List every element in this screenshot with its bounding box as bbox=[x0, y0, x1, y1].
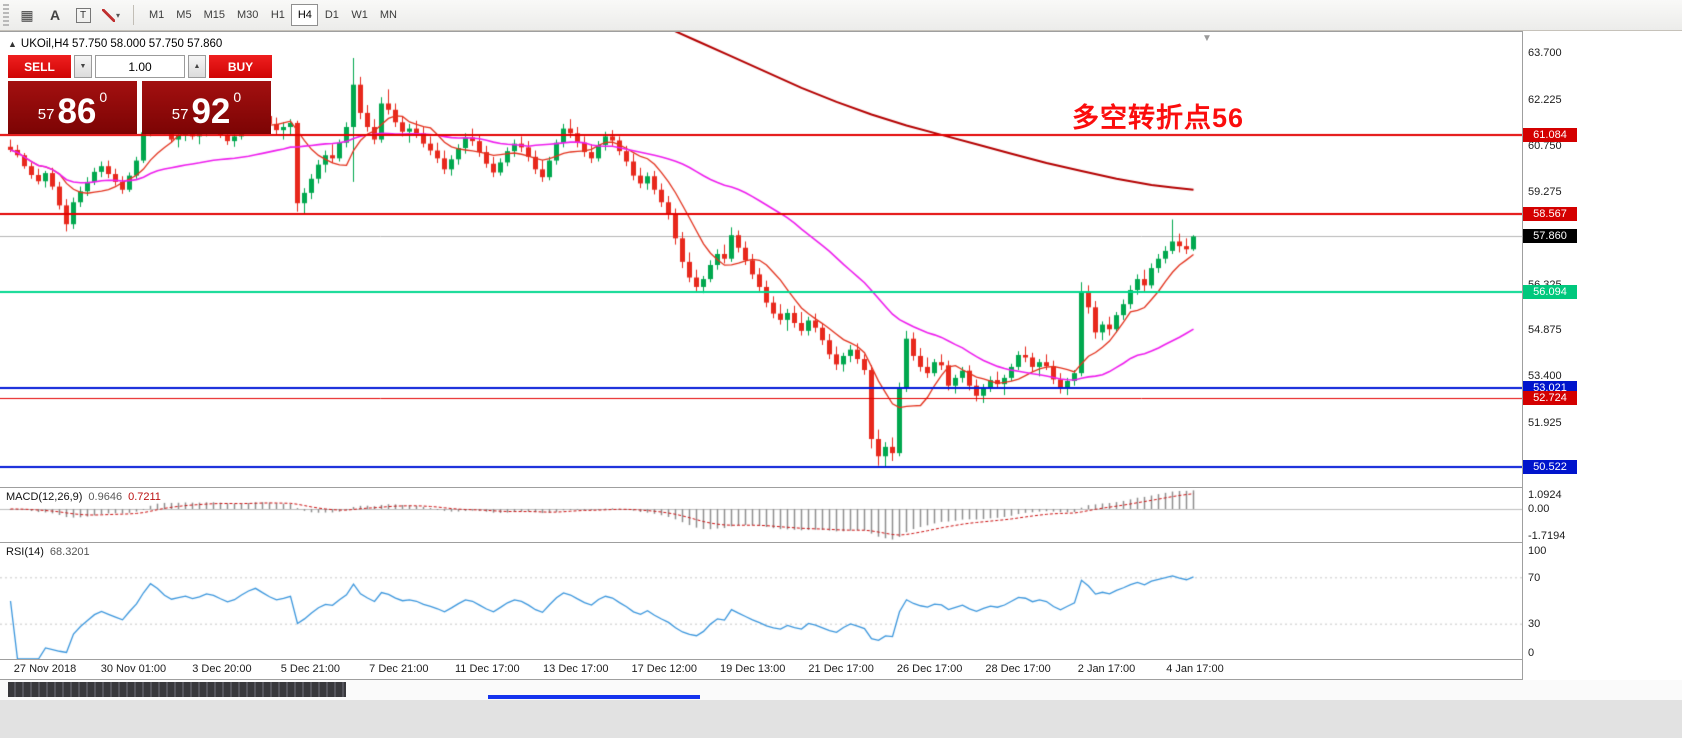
macd-signal-value: 0.7211 bbox=[128, 491, 161, 503]
price-tag-61.084: 61.084 bbox=[1523, 128, 1577, 143]
time-axis-label: 27 Nov 2018 bbox=[13, 663, 77, 675]
price-axis-label: 51.925 bbox=[1528, 416, 1562, 429]
time-axis-label: 3 Dec 20:00 bbox=[192, 663, 252, 675]
rsi-scale-label: 30 bbox=[1528, 618, 1541, 631]
rsi-label: RSI(14) 68.3201 bbox=[6, 546, 90, 558]
rsi-title: RSI(14) bbox=[6, 546, 44, 558]
macd-title: MACD(12,26,9) bbox=[6, 491, 83, 503]
collapse-icon[interactable]: ▲ bbox=[8, 39, 17, 49]
window-bottom-border bbox=[0, 679, 1682, 680]
chart-shift-marker[interactable]: ▼ bbox=[1202, 33, 1212, 44]
volume-up-button[interactable]: ▲ bbox=[188, 55, 206, 78]
macd-canvas[interactable] bbox=[0, 488, 1522, 542]
toolbar-separator bbox=[133, 5, 134, 25]
toolbar-gripper[interactable] bbox=[3, 4, 9, 26]
timeframe-button-w1[interactable]: W1 bbox=[351, 9, 368, 21]
sell-price-integer: 57 bbox=[37, 106, 55, 123]
text-frame-glyph: T bbox=[75, 7, 91, 23]
rsi-scale-label: 0 bbox=[1528, 647, 1535, 659]
price-scale[interactable]: 63.70062.22560.75059.27556.32554.87553.4… bbox=[1522, 31, 1682, 680]
price-tag-56.094: 56.094 bbox=[1523, 284, 1577, 299]
price-axis-label: 60.750 bbox=[1528, 139, 1562, 152]
bottom-filler bbox=[0, 700, 1682, 738]
time-axis-label: 2 Jan 17:00 bbox=[1077, 663, 1136, 675]
pane-border bbox=[0, 31, 1682, 32]
buy-price-pips: 92 bbox=[191, 92, 231, 132]
time-axis-label: 28 Dec 17:00 bbox=[985, 663, 1051, 675]
current-price-tag: 57.860 bbox=[1523, 229, 1577, 244]
time-axis-label: 4 Jan 17:00 bbox=[1166, 663, 1224, 675]
timeframe-button-m5[interactable]: M5 bbox=[176, 9, 192, 21]
macd-label: MACD(12,26,9) 0.9646 0.7211 bbox=[6, 491, 161, 503]
timeframe-group: M1 M5 M15 M30 H1 H4 D1 W1 MN bbox=[143, 4, 403, 26]
sell-button[interactable]: SELL bbox=[8, 55, 71, 78]
timeframe-button-m30[interactable]: M30 bbox=[236, 9, 259, 21]
timeframe-button-d1[interactable]: D1 bbox=[324, 9, 339, 21]
time-axis-label: 21 Dec 17:00 bbox=[808, 663, 874, 675]
text-frame-tool-icon[interactable]: T bbox=[70, 4, 96, 27]
timeframe-button-h4[interactable]: H4 bbox=[291, 4, 319, 26]
time-axis-label: 7 Dec 21:00 bbox=[369, 663, 429, 675]
rsi-value: 68.3201 bbox=[49, 546, 90, 558]
highlight-bar bbox=[488, 695, 700, 699]
trendline-icon bbox=[101, 8, 115, 22]
sell-price-point: 0 bbox=[99, 89, 108, 105]
one-click-trading-panel: SELL ▼ 1.00 ▲ BUY 57 86 0 57 92 0 bbox=[8, 55, 272, 134]
sell-quote-box[interactable]: 57 86 0 bbox=[8, 81, 137, 134]
toolbar: ▦ A T ▾ M1 M5 M15 M30 H1 H4 D1 W1 MN bbox=[0, 0, 1682, 31]
buy-button[interactable]: BUY bbox=[209, 55, 272, 78]
buy-price-integer: 57 bbox=[171, 106, 189, 123]
price-axis-label: 63.700 bbox=[1528, 47, 1562, 60]
rsi-scale-label: 100 bbox=[1528, 545, 1547, 557]
time-axis-label: 17 Dec 12:00 bbox=[631, 663, 697, 675]
volume-input[interactable]: 1.00 bbox=[95, 55, 185, 78]
price-axis-label: 62.225 bbox=[1528, 93, 1562, 106]
grid-tool-icon[interactable]: ▦ bbox=[20, 6, 34, 23]
dropdown-caret-icon: ▾ bbox=[115, 10, 120, 20]
macd-pane-separator[interactable] bbox=[0, 487, 1682, 488]
time-axis-label: 30 Nov 01:00 bbox=[100, 663, 167, 675]
symbol-info: ▲ UKOil,H4 57.750 58.000 57.750 57.860 bbox=[8, 38, 222, 50]
macd-scale-label: 0.00 bbox=[1528, 502, 1550, 515]
time-axis-label: 19 Dec 13:00 bbox=[719, 663, 786, 675]
rsi-pane-separator[interactable] bbox=[0, 542, 1682, 543]
volume-down-button[interactable]: ▼ bbox=[74, 55, 92, 78]
bottom-strip bbox=[0, 680, 1682, 700]
timeframe-button-h1[interactable]: H1 bbox=[270, 9, 285, 21]
time-axis-label: 13 Dec 17:00 bbox=[543, 663, 609, 675]
macd-scale-label: 1.0924 bbox=[1528, 489, 1562, 501]
price-tag-50.522: 50.522 bbox=[1523, 459, 1577, 474]
rsi-canvas[interactable] bbox=[0, 543, 1522, 659]
price-tag-58.567: 58.567 bbox=[1523, 207, 1577, 222]
text-tool-icon[interactable]: A bbox=[49, 7, 61, 23]
axis-separator bbox=[0, 659, 1682, 660]
price-tag-52.724: 52.724 bbox=[1523, 390, 1577, 405]
chart-annotation-text[interactable]: 多空转折点56 bbox=[1072, 103, 1245, 133]
timeframe-button-m1[interactable]: M1 bbox=[149, 9, 165, 21]
price-axis-label: 53.400 bbox=[1528, 370, 1562, 383]
buy-price-point: 0 bbox=[233, 89, 242, 105]
rsi-scale-label: 70 bbox=[1528, 571, 1541, 584]
time-axis-label: 26 Dec 17:00 bbox=[896, 663, 963, 675]
time-axis-label: 5 Dec 21:00 bbox=[280, 663, 341, 675]
drawing-tools-icon[interactable]: ▾ bbox=[98, 4, 124, 27]
timeframe-button-mn[interactable]: MN bbox=[379, 9, 397, 21]
macd-main-value: 0.9646 bbox=[88, 491, 123, 503]
price-axis-label: 59.275 bbox=[1528, 186, 1562, 199]
sell-price-pips: 86 bbox=[57, 92, 97, 132]
price-axis-label: 54.875 bbox=[1528, 324, 1562, 337]
time-axis-label: 11 Dec 17:00 bbox=[454, 663, 520, 675]
macd-scale-label: -1.7194 bbox=[1528, 530, 1566, 542]
symbol-ohlc-text: UKOil,H4 57.750 58.000 57.750 57.860 bbox=[20, 38, 223, 50]
time-axis[interactable]: 27 Nov 2018 30 Nov 01:00 3 Dec 20:00 5 Dec … bbox=[0, 660, 1522, 679]
timeframe-button-m15[interactable]: M15 bbox=[203, 9, 225, 21]
minimized-window-bar[interactable] bbox=[8, 682, 346, 697]
buy-quote-box[interactable]: 57 92 0 bbox=[142, 81, 271, 134]
